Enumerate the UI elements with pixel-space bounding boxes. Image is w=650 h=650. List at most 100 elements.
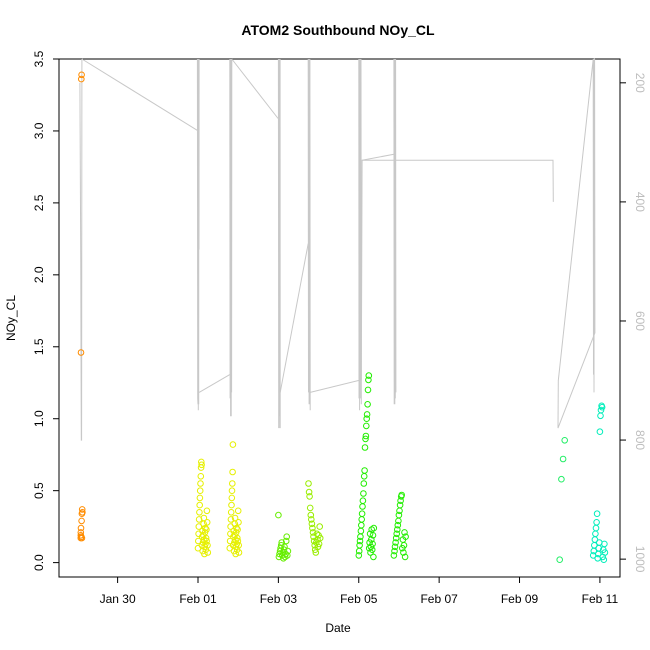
data-point bbox=[365, 372, 373, 379]
data-point bbox=[359, 503, 366, 510]
x-tick-label: Jan 30 bbox=[100, 592, 136, 606]
data-point bbox=[77, 524, 85, 532]
data-point bbox=[309, 529, 317, 536]
data-point bbox=[370, 553, 377, 561]
data-point bbox=[307, 511, 315, 519]
data-point bbox=[400, 542, 408, 549]
data-point bbox=[202, 524, 209, 532]
y-axis: 0.0 0.5 1.0 1.5 2.0 2.5 3.0 3.5 bbox=[32, 50, 59, 571]
data-point bbox=[598, 403, 606, 411]
data-point bbox=[280, 546, 288, 554]
data-point bbox=[362, 435, 369, 443]
x-tick-label: Feb 01 bbox=[179, 592, 217, 606]
data-point bbox=[391, 543, 399, 551]
data-point bbox=[398, 491, 406, 499]
data-point bbox=[392, 534, 400, 542]
data-point bbox=[396, 501, 404, 509]
data-point bbox=[356, 542, 363, 549]
data-point bbox=[306, 493, 313, 500]
pressure-profile-2 bbox=[229, 58, 233, 417]
data-point bbox=[308, 516, 315, 523]
data-point bbox=[363, 422, 370, 430]
data-point bbox=[275, 511, 282, 519]
data-point bbox=[597, 412, 604, 420]
data-point bbox=[227, 516, 235, 523]
data-point bbox=[402, 533, 409, 541]
data-point bbox=[201, 550, 208, 558]
data-point bbox=[197, 473, 205, 480]
data-point bbox=[78, 517, 85, 525]
data-point bbox=[368, 536, 375, 543]
data-point bbox=[395, 511, 403, 519]
data-point bbox=[203, 526, 210, 533]
data-point bbox=[233, 524, 240, 532]
data-point bbox=[235, 549, 243, 556]
data-point bbox=[234, 507, 242, 515]
chart-title: ATOM2 Southbound NOy_CL bbox=[241, 22, 435, 38]
data-point bbox=[78, 534, 86, 542]
data-point bbox=[203, 519, 211, 526]
data-point bbox=[284, 552, 291, 559]
data-point bbox=[198, 461, 205, 469]
pressure-transit-0 bbox=[81, 58, 198, 131]
pressure-profile-7 bbox=[557, 58, 595, 429]
data-point bbox=[197, 480, 204, 487]
data-point bbox=[394, 526, 401, 533]
data-point bbox=[601, 549, 609, 556]
pressure-transit-7 bbox=[557, 58, 596, 429]
data-point bbox=[79, 509, 86, 516]
data-point bbox=[229, 441, 237, 448]
x-tick-label: Feb 09 bbox=[501, 592, 539, 606]
secondary-y-axis: 200 400 600 800 1000 bbox=[620, 73, 647, 573]
y-tick-label: 3.0 bbox=[32, 122, 46, 139]
data-point bbox=[360, 473, 368, 480]
data-point bbox=[229, 480, 236, 487]
data-point bbox=[78, 506, 86, 513]
x-tick-label: Feb 03 bbox=[260, 592, 298, 606]
data-point bbox=[401, 529, 408, 536]
y-axis-label: NOy_CL bbox=[4, 295, 18, 341]
data-point bbox=[356, 537, 364, 545]
data-point bbox=[358, 516, 366, 523]
data-point bbox=[363, 411, 371, 418]
data-point bbox=[592, 530, 599, 538]
data-point bbox=[355, 552, 363, 559]
data-point bbox=[392, 539, 399, 546]
data-point bbox=[305, 488, 313, 496]
data-point bbox=[370, 524, 378, 532]
y-tick-label: 0.5 bbox=[32, 482, 46, 499]
pressure-profile-3 bbox=[277, 58, 281, 429]
data-point bbox=[232, 550, 239, 558]
pressure-profile-6 bbox=[393, 58, 397, 405]
data-point bbox=[601, 540, 608, 548]
data-point bbox=[363, 415, 371, 423]
data-point bbox=[305, 480, 312, 487]
data-point bbox=[360, 480, 368, 487]
data-point bbox=[369, 540, 376, 548]
data-point bbox=[195, 537, 202, 545]
data-point bbox=[231, 514, 239, 522]
data-point bbox=[284, 547, 292, 555]
data-point bbox=[364, 386, 372, 394]
data-point bbox=[358, 521, 365, 529]
pressure-profile-4 bbox=[307, 58, 311, 411]
data-point bbox=[306, 504, 314, 512]
data-point bbox=[556, 556, 564, 564]
secondary-y-tick-label: 1000 bbox=[633, 546, 647, 573]
plot-frame bbox=[58, 58, 621, 578]
data-point bbox=[78, 71, 85, 79]
pressure-profile-5 bbox=[358, 58, 362, 411]
data-point bbox=[283, 533, 291, 541]
y-tick-label: 0.0 bbox=[32, 554, 46, 571]
data-point bbox=[203, 537, 210, 545]
data-point bbox=[77, 349, 85, 356]
data-point bbox=[78, 75, 85, 83]
data-point bbox=[597, 406, 605, 414]
data-point bbox=[282, 537, 290, 545]
data-point bbox=[400, 549, 407, 556]
data-point bbox=[390, 552, 398, 559]
pressure-transit-2 bbox=[231, 58, 279, 119]
data-point bbox=[361, 467, 368, 474]
data-point bbox=[362, 432, 370, 440]
data-point bbox=[235, 542, 242, 549]
